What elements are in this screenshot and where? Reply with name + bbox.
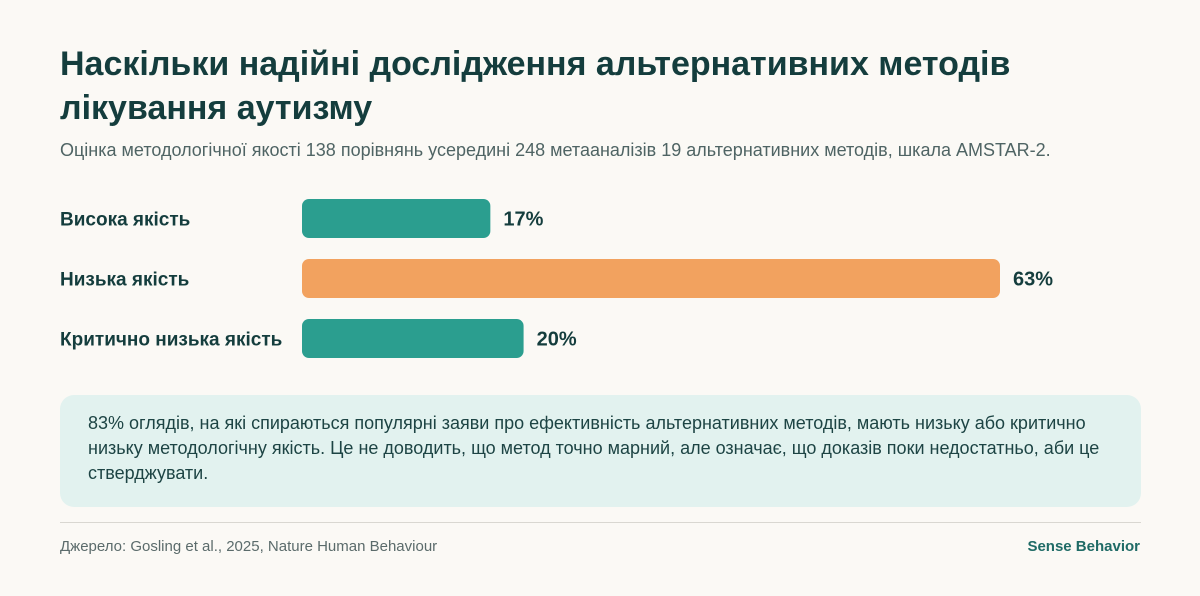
page-subtitle: Оцінка методологічної якості 138 порівня… [60,140,1051,160]
bar [302,259,1000,298]
footer-divider [60,522,1141,523]
data-label: 20% [537,329,577,351]
category-label: Низька якість [60,270,189,291]
bar [302,199,491,238]
page-title: Наскільки надійні дослідження альтернати… [60,45,1011,127]
data-label: 17% [503,209,543,231]
key-finding-callout: 83% оглядів, на які спираються популярні… [60,395,1141,507]
category-label: Висока якість [60,210,190,231]
source-citation: Джерело: Gosling et al., 2025, Nature Hu… [60,538,438,555]
brand-name: Sense Behavior [1027,538,1140,555]
data-label: 63% [1013,269,1053,291]
category-label: Критично низька якість [60,330,282,351]
bar [302,319,524,358]
